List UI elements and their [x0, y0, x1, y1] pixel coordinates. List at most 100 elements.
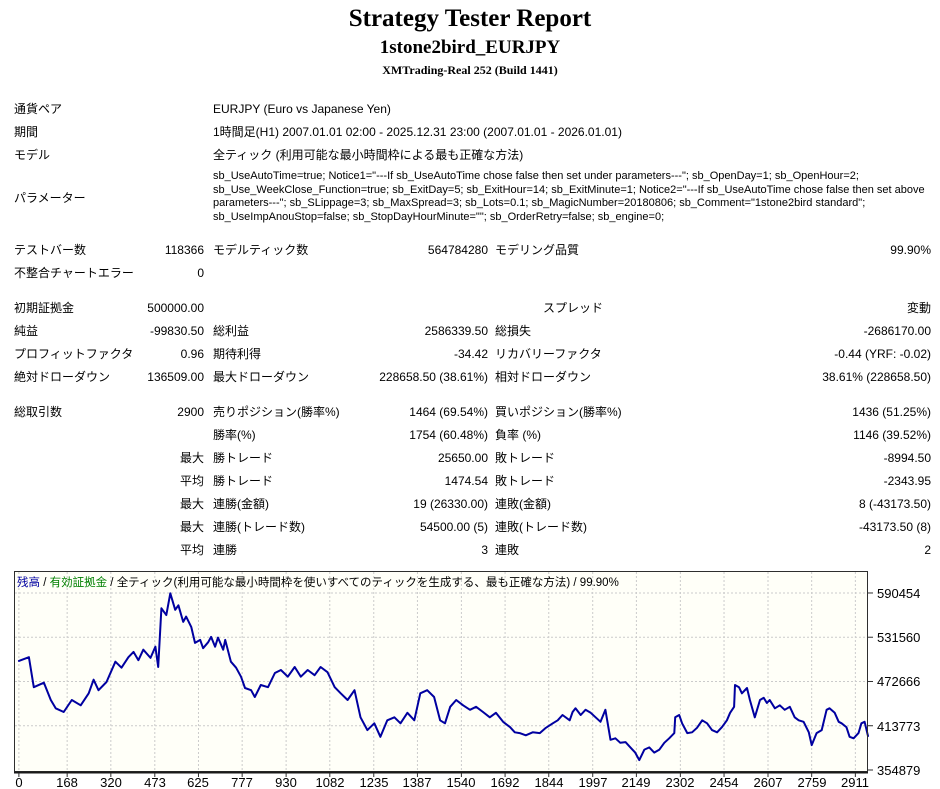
table-row: 平均 連勝 3 連敗 2 [14, 538, 931, 561]
x-tick-label: 625 [187, 775, 209, 789]
chart-legend-item: 残高 [17, 577, 40, 589]
x-tick-label: 777 [231, 775, 253, 789]
x-tick-label: 2149 [621, 775, 651, 789]
table-row: 不整合チャートエラー 0 [14, 261, 931, 284]
stat-label: 不整合チャートエラー [14, 266, 134, 280]
stat-value: 1464 (69.54%) [409, 404, 488, 419]
stat-label: 相対ドローダウン [495, 370, 592, 384]
x-tick-label: 1387 [402, 775, 432, 789]
stat-label: 連勝 [213, 543, 238, 557]
info-label: 通貨ペア [14, 102, 63, 116]
table-row: 通貨ペア EURJPY (Euro vs Japanese Yen) [14, 97, 931, 120]
balance-chart: 残高 / 有効証拠金 / 全ティック(利用可能な最小時間枠を使いすべてのティック… [0, 571, 940, 789]
table-row: 最大 連勝(金額) 19 (26330.00) 連敗(金額) 8 (-43173.50) [14, 492, 931, 515]
table-row: パラメーター sb_UseAutoTime=true; Notice1="---I… [14, 166, 931, 228]
table-row: プロフィットファクタ 0.96 期待利得 -34.42 リカバリーファクタ -0.44 (… [14, 342, 931, 365]
stat-value: -43173.50 (8) [858, 519, 931, 534]
x-tick-label: 1997 [578, 775, 608, 789]
stat-value: -99830.50 [149, 323, 204, 338]
stat-label: 勝率(%) [213, 428, 256, 442]
x-tick-label: 168 [56, 775, 78, 789]
stat-value: 0 [197, 265, 204, 280]
info-value: 1時間足(H1) 2007.01.01 02:00 - 2025.12.31 2… [213, 125, 622, 139]
stat-value: 1146 (39.52%) [853, 427, 931, 442]
y-tick-label: 590454 [877, 586, 921, 601]
stat-label: 最大ドローダウン [213, 370, 310, 384]
x-tick-label: 473 [144, 775, 166, 789]
equity-curve-plot [14, 571, 873, 777]
y-tick-label: 354879 [877, 763, 921, 778]
balance-line [17, 592, 869, 762]
stat-label: リカバリーファクタ [495, 347, 602, 361]
stat-value: 2900 [177, 404, 204, 419]
x-tick-label: 320 [100, 775, 122, 789]
stat-label: プロフィットファクタ [14, 347, 134, 361]
stat-label: 総取引数 [14, 405, 63, 419]
info-value: EURJPY (Euro vs Japanese Yen) [213, 101, 391, 116]
x-tick-label: 930 [275, 775, 297, 789]
x-tick-label: 2454 [709, 775, 739, 789]
report-header: Strategy Tester Report 1stone2bird_EURJP… [0, 0, 940, 78]
table-row: 総取引数 2900 売りポジション(勝率%) 1464 (69.54%) 買いポジション… [14, 400, 931, 423]
stat-value: 500000.00 [147, 300, 204, 315]
stat-value: 最大 [179, 451, 204, 465]
table-row: 平均 勝トレード 1474.54 敗トレード -2343.95 [14, 469, 931, 492]
stat-value: 3 [481, 542, 488, 557]
info-value: 全ティック (利用可能な最小時間枠による最も正確な方法) [213, 148, 524, 162]
stat-value: -2343.95 [883, 473, 931, 488]
report-server: XMTrading-Real 252 (Build 1441) [382, 63, 558, 77]
stat-value: 変動 [906, 301, 931, 315]
table-row: 絶対ドローダウン 136509.00 最大ドローダウン 228658.50 (38.6… [14, 365, 931, 388]
stat-value: -34.42 [453, 346, 488, 361]
stat-value: 1474.54 [444, 473, 488, 488]
stat-value: 2586339.50 [424, 323, 488, 338]
summary-table: 通貨ペア EURJPY (Euro vs Japanese Yen) 期間 1時間足(… [14, 97, 931, 561]
stat-value: -2686170.00 [863, 323, 931, 338]
stat-label: 初期証拠金 [14, 301, 75, 315]
x-tick-label: 2759 [797, 775, 827, 789]
stat-value: 8 (-43173.50) [858, 496, 931, 511]
stat-value: 19 (26330.00) [413, 496, 488, 511]
info-value: sb_UseAutoTime=true; Notice1="---If sb_U… [213, 170, 925, 223]
plot-background [14, 571, 868, 772]
stat-label: 勝トレード [213, 451, 274, 465]
stat-value: 1436 (51.25%) [852, 404, 931, 419]
x-tick-label: 1844 [534, 775, 564, 789]
stat-label: 負率 (%) [495, 428, 541, 442]
stat-value: -0.44 (YRF: -0.02) [834, 346, 931, 361]
stat-label: 敗トレード [495, 451, 556, 465]
report-title: Strategy Tester Report [348, 5, 592, 32]
stat-label: 買いポジション(勝率%) [495, 405, 622, 419]
stat-label: 総利益 [213, 324, 250, 338]
y-tick-label: 413773 [877, 719, 921, 734]
stat-label: 連敗 [495, 543, 520, 557]
stat-label: 連勝(トレード数) [213, 520, 305, 534]
y-tick-label: 531560 [877, 630, 921, 645]
stat-label: 連勝(金額) [213, 497, 269, 511]
table-row: 最大 勝トレード 25650.00 敗トレード -8994.50 [14, 446, 931, 469]
info-label: モデル [14, 148, 51, 162]
y-tick-label: 472666 [877, 674, 921, 689]
stat-value: 最大 [179, 497, 204, 511]
x-tick-label: 0 [15, 775, 23, 789]
x-tick-label: 1082 [315, 775, 345, 789]
stat-label: モデルティック数 [213, 243, 309, 257]
stat-label: スプレッド [543, 301, 604, 315]
stat-value: 1754 (60.48%) [409, 427, 488, 442]
table-row: テストバー数 118366 モデルティック数 564784280 モデリング品質 99.9… [14, 238, 931, 261]
table-row: 勝率(%) 1754 (60.48%) 負率 (%) 1146 (39.52%) [14, 423, 931, 446]
stat-value: 2 [924, 542, 931, 557]
chart-legend-item: 全ティック(利用可能な最小時間枠を使いすべてのティックを生成する、最も正確な方法… [116, 577, 571, 589]
x-tick-label: 1540 [446, 775, 476, 789]
stat-value: 最大 [179, 520, 204, 534]
stat-value: 136509.00 [147, 369, 204, 384]
x-tick-label: 1692 [490, 775, 520, 789]
stat-label: 勝トレード [213, 474, 274, 488]
stat-value: 25650.00 [437, 450, 488, 465]
stat-label: テストバー数 [14, 243, 87, 257]
table-row: 期間 1時間足(H1) 2007.01.01 02:00 - 2025.12.31… [14, 120, 931, 143]
stat-value: 38.61% (228658.50) [822, 369, 931, 384]
stat-label: 純益 [14, 324, 39, 338]
stat-value: 54500.00 (5) [419, 519, 488, 534]
